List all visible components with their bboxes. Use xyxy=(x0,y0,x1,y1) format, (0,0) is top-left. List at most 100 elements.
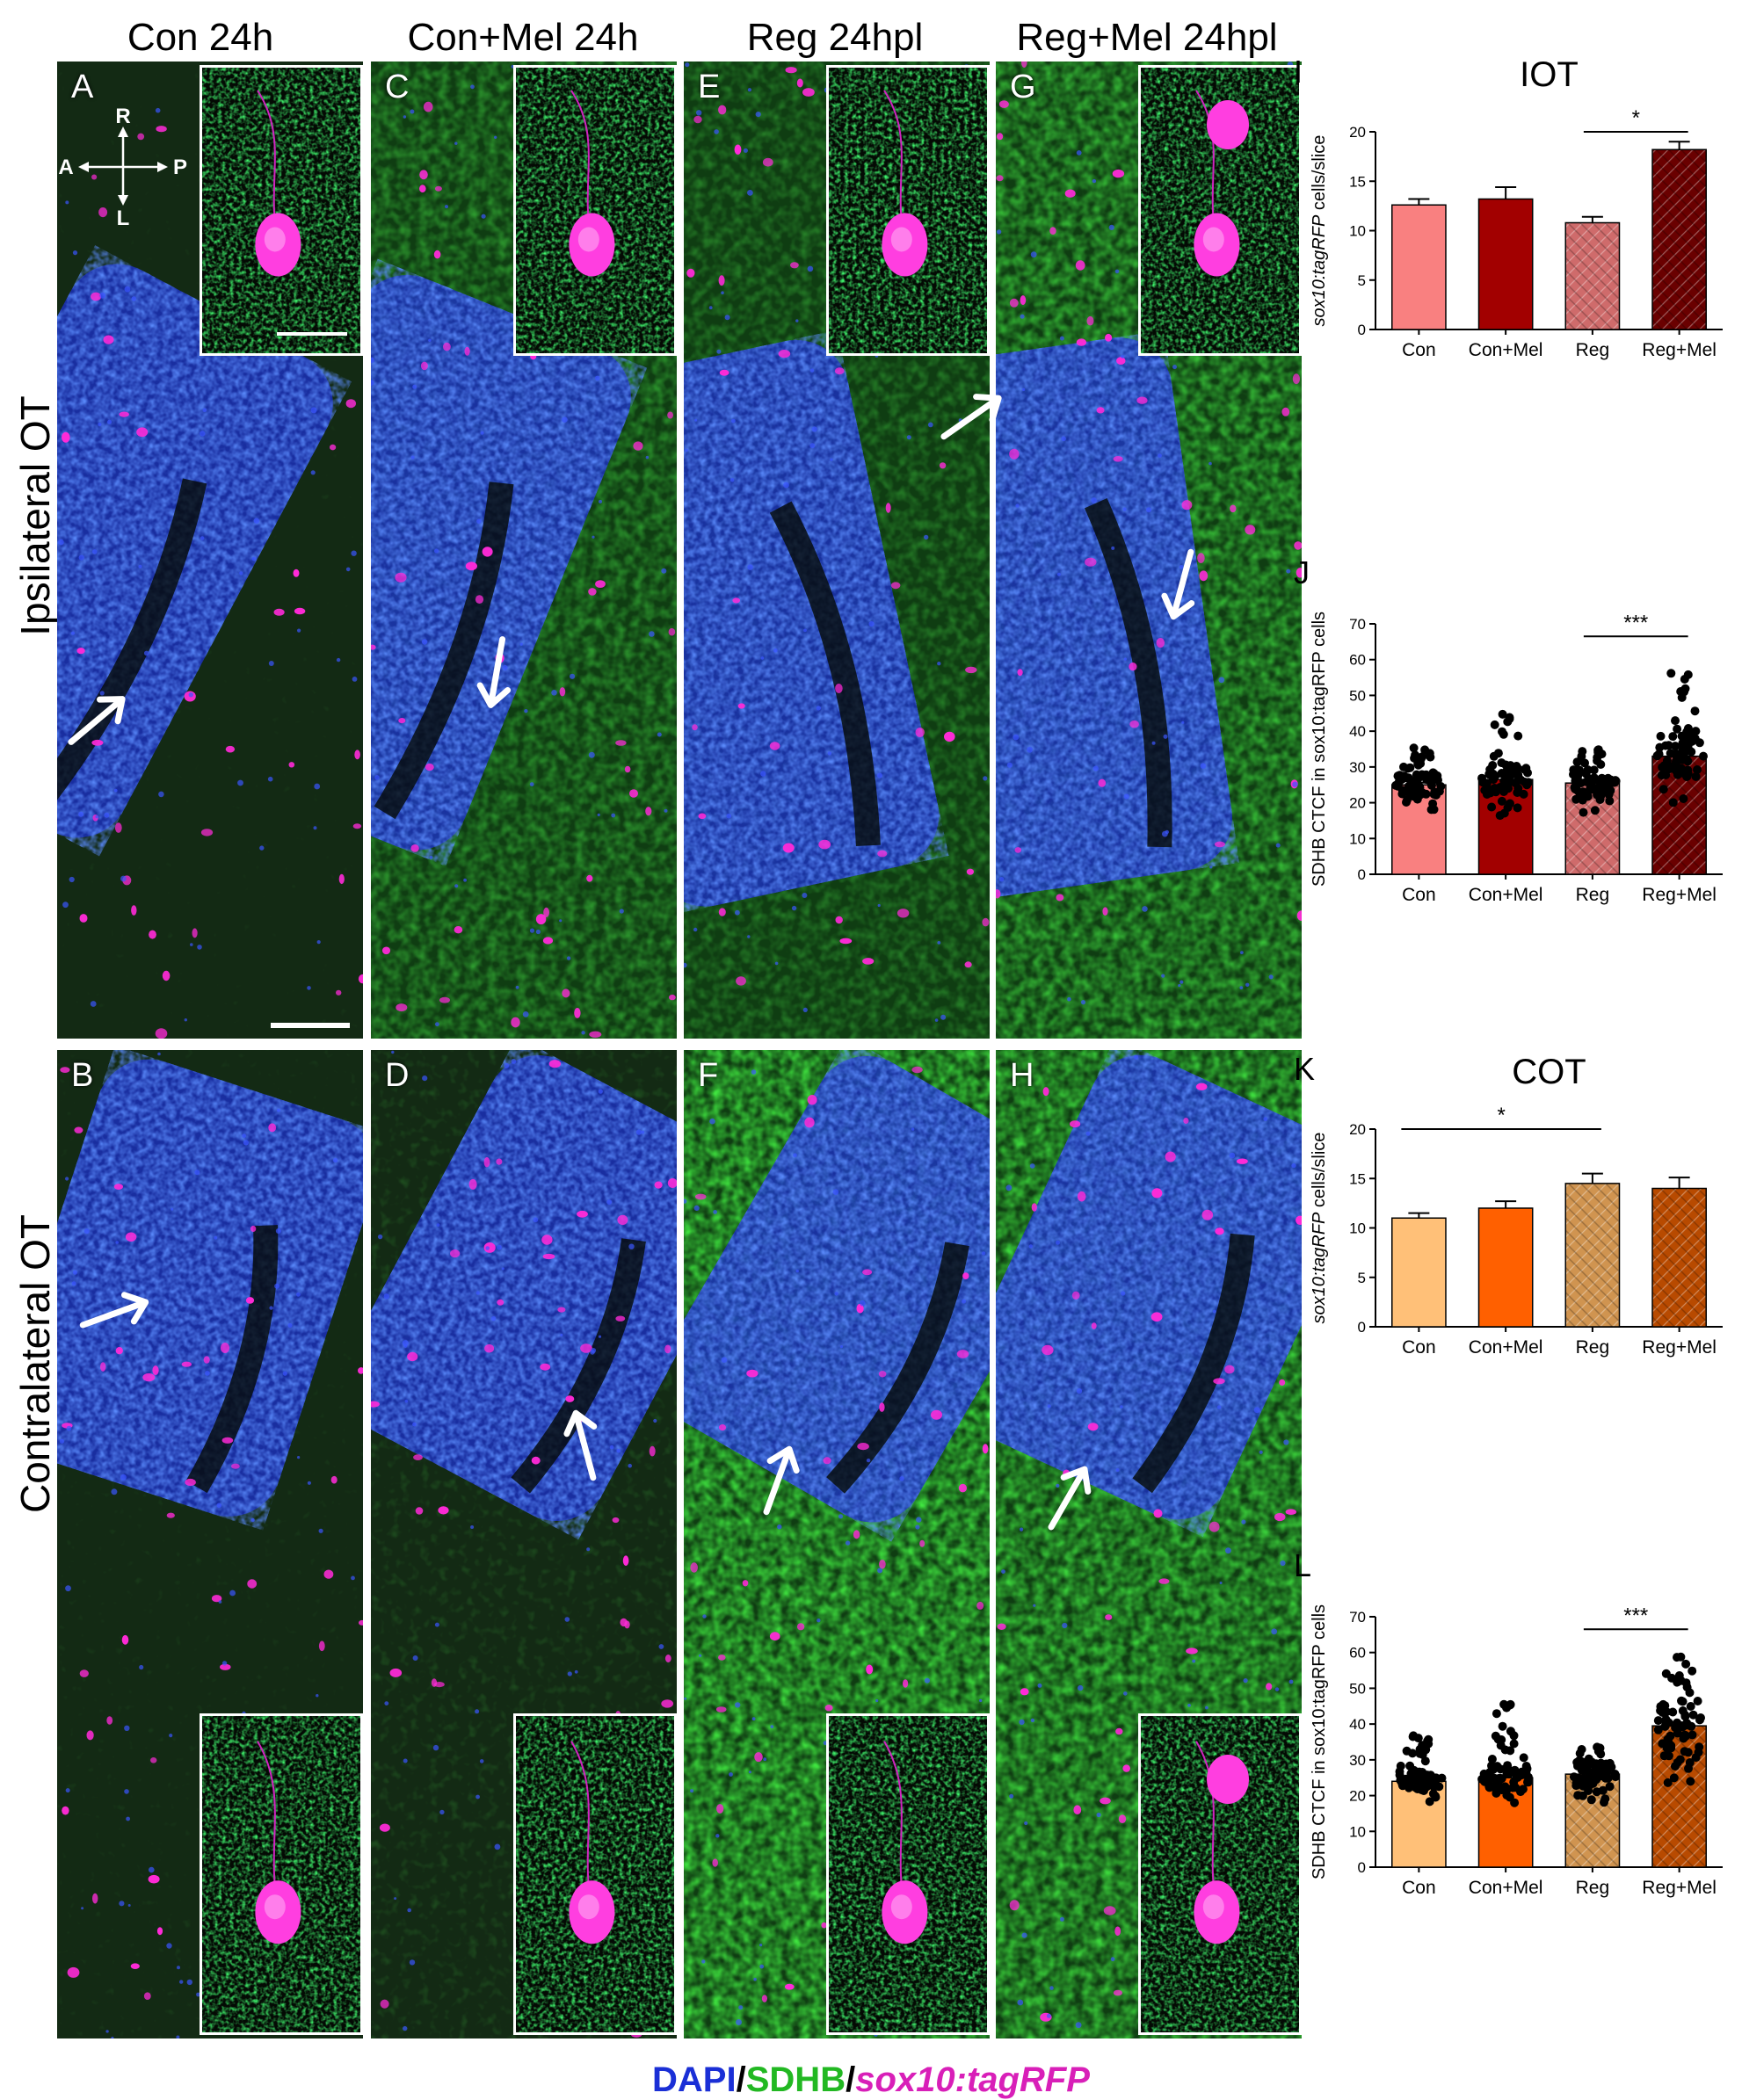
row-title-ipsilateral: Ipsilateral OT xyxy=(12,395,58,636)
data-point xyxy=(1683,1720,1693,1730)
data-point xyxy=(1491,1731,1500,1741)
inset-image xyxy=(1141,1716,1299,2032)
data-point xyxy=(1416,759,1426,768)
data-point xyxy=(1593,748,1603,757)
panel-label: E xyxy=(698,69,721,105)
data-point xyxy=(1487,1755,1497,1763)
inset-image xyxy=(202,1716,360,2032)
data-point xyxy=(1605,796,1615,806)
legend-sox10: sox10:tagRFP xyxy=(855,2060,1090,2099)
data-point xyxy=(1691,1753,1701,1763)
data-point xyxy=(1487,802,1497,812)
data-point xyxy=(1676,1652,1686,1662)
panel-label: G xyxy=(1010,69,1036,105)
data-point xyxy=(1411,1772,1420,1782)
data-point xyxy=(1688,1666,1697,1676)
y-tick-label: 15 xyxy=(1349,173,1366,190)
data-point xyxy=(1510,1798,1520,1807)
y-tick-label: 60 xyxy=(1349,652,1366,669)
data-point xyxy=(1668,732,1678,742)
data-point xyxy=(1405,1761,1415,1771)
micrograph-panel-b: B xyxy=(57,1050,363,2038)
panel-label: H xyxy=(1010,1057,1034,1094)
data-point xyxy=(1523,1778,1533,1787)
data-point xyxy=(1426,1775,1435,1785)
data-point xyxy=(1680,1711,1690,1720)
data-point xyxy=(1669,1773,1679,1783)
data-point xyxy=(1661,1669,1671,1678)
data-point xyxy=(1683,738,1693,748)
panel-label: B xyxy=(71,1057,94,1094)
y-tick-label: 10 xyxy=(1349,830,1366,847)
chart-title: IOT xyxy=(1520,55,1579,94)
data-point xyxy=(1393,781,1403,791)
pointer-arrow xyxy=(1161,548,1195,620)
pointer-arrow xyxy=(476,636,512,708)
x-tick-label: Con+Mel xyxy=(1469,885,1543,905)
data-point xyxy=(1513,788,1522,797)
data-point xyxy=(1680,1730,1690,1740)
data-point xyxy=(1484,1782,1494,1792)
data-point xyxy=(1399,771,1409,781)
column-title-reg-mel-24hpl: Reg+Mel 24hpl xyxy=(1016,16,1278,59)
inset-zoom xyxy=(513,1713,677,2035)
data-point xyxy=(1571,785,1580,793)
data-point xyxy=(1506,799,1514,808)
inset-image xyxy=(516,1716,674,2032)
data-point xyxy=(1673,724,1682,734)
data-point xyxy=(1497,796,1506,806)
panel-label: A xyxy=(71,69,94,105)
y-axis-label: SDHB CTCF in sox10:tagRFP cells xyxy=(1310,612,1329,887)
data-point xyxy=(1393,771,1403,781)
y-tick-label: 20 xyxy=(1349,795,1366,812)
data-point xyxy=(1415,1782,1425,1792)
inset-image xyxy=(202,68,360,353)
data-point xyxy=(1419,1771,1428,1781)
data-point xyxy=(1408,1732,1418,1742)
data-point xyxy=(1676,1676,1686,1685)
y-tick-label: 60 xyxy=(1349,1645,1366,1662)
y-tick-label: 20 xyxy=(1349,124,1366,141)
data-point xyxy=(1579,807,1588,817)
compass-right-label: P xyxy=(173,156,187,179)
data-point xyxy=(1663,1778,1673,1787)
data-point xyxy=(1596,1758,1606,1768)
data-point xyxy=(1683,1748,1693,1757)
data-point xyxy=(1397,789,1407,799)
data-point xyxy=(1657,771,1666,780)
data-point xyxy=(1579,1781,1588,1791)
data-point xyxy=(1422,775,1431,785)
data-point xyxy=(1596,760,1606,769)
data-point xyxy=(1686,1702,1695,1711)
data-point xyxy=(1602,1766,1612,1776)
data-point xyxy=(1479,1769,1489,1778)
y-tick-label: 30 xyxy=(1349,1752,1366,1769)
data-point xyxy=(1498,1721,1507,1731)
data-point xyxy=(1596,778,1606,788)
data-point xyxy=(1412,772,1422,782)
pointer-arrow xyxy=(79,1292,149,1329)
data-point xyxy=(1513,731,1523,741)
bar-con xyxy=(1391,784,1447,875)
data-point xyxy=(1593,790,1602,800)
legend-sdhb: SDHB xyxy=(745,2060,846,2099)
significance-label: *** xyxy=(1623,1604,1648,1627)
data-point xyxy=(1395,1771,1404,1780)
data-point xyxy=(1509,1739,1519,1749)
data-point xyxy=(1480,786,1490,795)
data-point xyxy=(1402,798,1411,807)
data-point xyxy=(1426,805,1436,815)
data-point xyxy=(1600,1773,1610,1783)
bar-reg-mel xyxy=(1651,148,1707,330)
chart-svg: J 0 10 20 30 40 50 60 70 SDHB CTCF in sox10:tagRF… xyxy=(1294,554,1723,905)
data-point xyxy=(1580,758,1589,768)
pointer-arrow xyxy=(68,696,126,745)
bar-con-mel xyxy=(1477,1207,1534,1328)
data-point xyxy=(1571,794,1581,804)
column-title-con-mel-24h: Con+Mel 24h xyxy=(407,16,639,59)
data-point xyxy=(1595,1765,1605,1775)
data-point xyxy=(1683,670,1693,679)
data-point xyxy=(1659,785,1668,794)
data-point xyxy=(1695,738,1704,748)
inset-zoom xyxy=(200,65,363,356)
